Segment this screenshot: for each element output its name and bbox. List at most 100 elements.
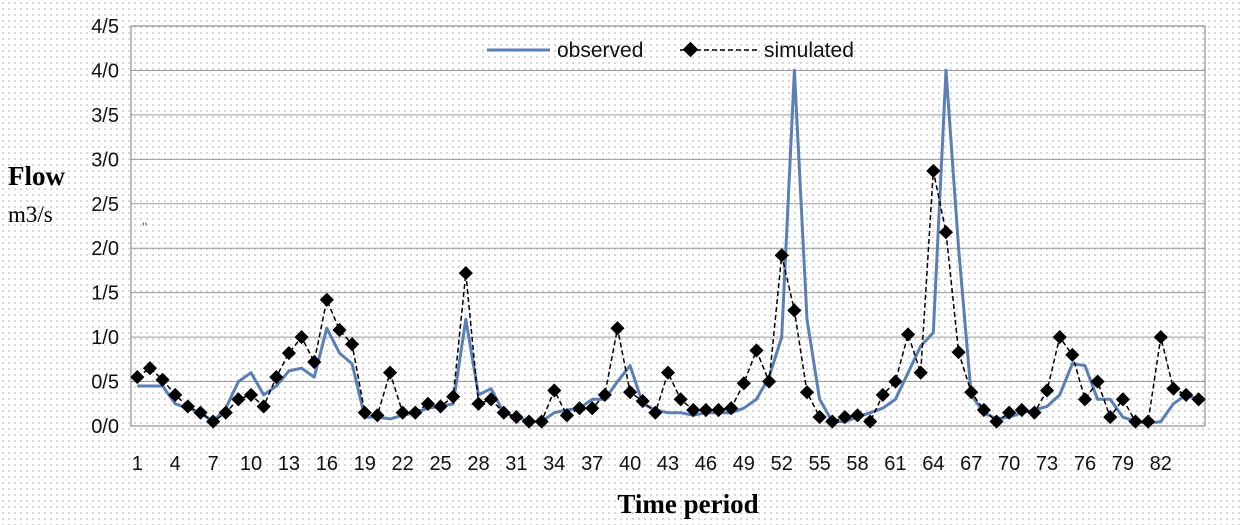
simulated-point: [1153, 330, 1168, 345]
simulated-point: [559, 408, 574, 423]
simulated-point: [534, 414, 549, 429]
x-tick-label: 43: [657, 453, 679, 475]
y-tick-label: 0/5: [91, 372, 119, 394]
simulated-point: [1115, 392, 1130, 407]
x-tick-label: 37: [581, 453, 603, 475]
simulated-point: [900, 327, 916, 342]
simulated-point: [206, 414, 221, 429]
simulated-point: [382, 365, 398, 380]
simulated-point: [370, 408, 385, 423]
x-tick-label: 76: [1074, 453, 1096, 475]
y-axis-ticks: 0/0 0/5 1/0 1/5 2/0 2/5 3/0 3/5 4/0 4/5: [91, 16, 119, 438]
simulated-point: [913, 365, 928, 380]
simulated-point: [964, 385, 979, 400]
plot-frame: [130, 25, 1206, 427]
simulated-point: [686, 402, 701, 418]
simulated-point: [610, 321, 625, 336]
simulated-point: [951, 345, 966, 360]
simulated-point: [1103, 410, 1118, 425]
y-tick-label: 1/0: [91, 327, 119, 349]
simulated-point: [231, 392, 246, 407]
x-axis-ticks: 1 4 7 10 13 16 19 22 25 28 31 34 37 40 43 46 49 52 55 58 61 6…: [132, 453, 1172, 475]
simulated-point: [269, 370, 284, 385]
simulated-point: [585, 401, 600, 416]
simulated-point: [1166, 381, 1181, 396]
x-tick-label: 13: [278, 453, 300, 475]
simulated-point: [547, 383, 562, 398]
simulated-point: [496, 405, 511, 420]
simulated-point: [281, 346, 297, 361]
simulated-point: [1065, 347, 1080, 362]
simulated-point: [471, 396, 486, 411]
x-tick-label: 49: [733, 453, 755, 475]
x-tick-label: 10: [240, 453, 262, 475]
simulated-point: [130, 370, 145, 385]
simulated-point: [825, 414, 840, 429]
simulated-point: [926, 163, 941, 178]
x-tick-label: 40: [619, 453, 641, 475]
x-tick-label: 55: [808, 453, 830, 475]
x-tick-label: 16: [316, 453, 338, 475]
legend-observed-label: observed: [557, 39, 643, 62]
simulated-point: [787, 303, 802, 318]
simulated-point: [1039, 383, 1055, 398]
simulated-point: [256, 399, 271, 414]
simulated-point: [660, 365, 676, 380]
simulated-point: [345, 337, 360, 352]
x-tick-label: 28: [467, 453, 489, 475]
simulated-series: [130, 163, 1206, 429]
simulated-point: [521, 414, 537, 429]
simulated-point: [812, 410, 827, 425]
simulated-point: [863, 414, 878, 429]
x-tick-label: 7: [208, 453, 219, 475]
x-tick-label: 79: [1112, 453, 1134, 475]
simulated-point: [155, 372, 170, 387]
x-tick-label: 1: [132, 453, 143, 475]
simulated-point: [1141, 414, 1156, 429]
simulated-point: [395, 405, 410, 420]
simulated-point: [1077, 392, 1093, 407]
simulated-point: [749, 343, 764, 358]
simulated-line: [136, 170, 1199, 423]
simulated-point: [799, 385, 815, 400]
simulated-point: [698, 402, 713, 418]
simulated-point: [1128, 414, 1143, 429]
simulated-point: [724, 401, 739, 416]
simulated-point: [635, 394, 650, 409]
y-tick-label: 1/5: [91, 283, 119, 305]
simulated-point: [484, 392, 499, 407]
simulated-point: [976, 402, 991, 418]
simulated-point: [597, 387, 612, 402]
x-tick-label: 4: [170, 453, 181, 475]
simulated-point: [142, 361, 158, 376]
simulated-point: [243, 387, 259, 402]
simulated-point: [357, 405, 372, 420]
y-axis-unit: m3/s: [8, 202, 53, 227]
legend: observed simulated: [487, 39, 854, 62]
simulated-point: [888, 374, 903, 389]
simulated-point: [408, 405, 423, 420]
simulated-point: [1178, 387, 1194, 402]
x-tick-label: 61: [884, 453, 906, 475]
simulated-point: [673, 392, 688, 407]
x-axis-title: Time period: [617, 489, 758, 519]
x-tick-label: 52: [771, 453, 793, 475]
x-tick-label: 58: [846, 453, 868, 475]
simulated-point: [319, 292, 334, 307]
simulated-point: [433, 399, 448, 414]
simulated-point: [837, 410, 852, 425]
y-tick-label: 3/5: [91, 105, 119, 127]
y-tick-label: 2/0: [91, 238, 119, 260]
x-tick-label: 22: [392, 453, 414, 475]
y-tick-label: 3/0: [91, 149, 119, 171]
x-tick-label: 31: [505, 453, 527, 475]
simulated-point: [762, 374, 777, 389]
simulated-point: [294, 330, 309, 345]
simulated-point: [774, 248, 789, 263]
simulated-point: [1090, 374, 1105, 389]
simulated-point: [623, 385, 638, 400]
simulated-point: [193, 405, 208, 420]
simulated-point: [1002, 405, 1017, 420]
simulated-point: [168, 387, 183, 402]
